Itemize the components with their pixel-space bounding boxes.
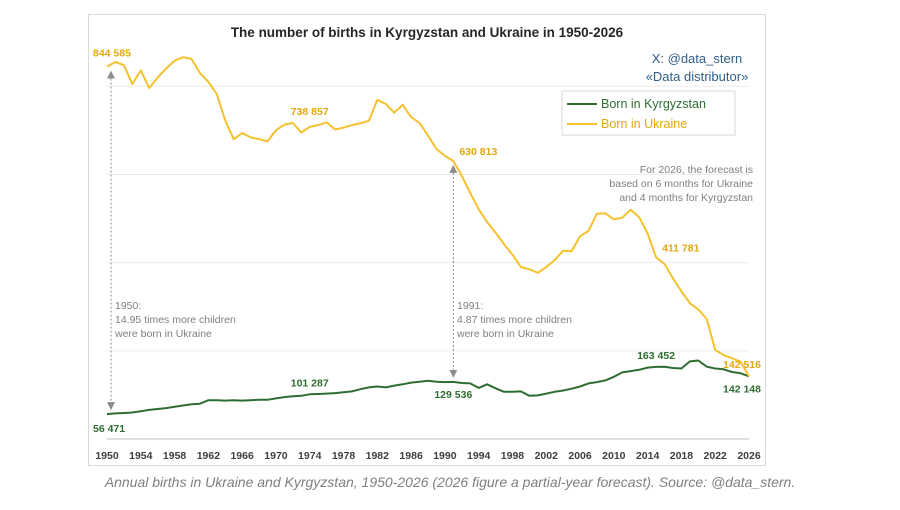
data-label-kyrgyzstan: 163 452: [637, 350, 675, 362]
x-tick-label: 1986: [399, 450, 423, 462]
data-label-kyrgyzstan: 56 471: [93, 423, 125, 435]
annotation-1991-line-2: 4.87 times more children: [457, 314, 572, 326]
chart-title: The number of births in Kyrgyzstan and U…: [231, 25, 624, 40]
x-tick-label: 2022: [704, 450, 728, 462]
x-tick-label: 2026: [737, 450, 761, 462]
x-tick-label: 2002: [535, 450, 559, 462]
x-tick-label: 1982: [366, 450, 390, 462]
data-label-ukraine: 142 516: [723, 359, 761, 371]
legend-label-ukraine: Born in Ukraine: [601, 117, 687, 131]
annotation-1950: 1950: 14.95 times more children were bor…: [114, 300, 236, 340]
x-tick-label: 2006: [568, 450, 592, 462]
data-label-kyrgyzstan: 129 536: [434, 389, 472, 401]
data-label-ukraine: 844 585: [93, 48, 131, 60]
x-tick-label: 1950: [95, 450, 119, 462]
annotation-1950-line-1: 1950:: [115, 300, 141, 312]
series-lines: [106, 56, 750, 416]
x-tick-label: 1994: [467, 450, 491, 462]
x-tick-label: 2010: [602, 450, 626, 462]
data-label-kyrgyzstan: 142 148: [723, 383, 761, 395]
x-tick-label: 1978: [332, 450, 356, 462]
x-tick-label: 1954: [129, 450, 153, 462]
x-tick-label: 1974: [298, 450, 322, 462]
series-line-ukraine: [106, 56, 750, 377]
chart-svg: 844 585 738 857 630 813 411 781 142 516 56 47…: [93, 25, 761, 462]
x-tick-label: 1970: [264, 450, 288, 462]
x-tick-label: 1998: [501, 450, 525, 462]
forecast-note-line-3: and 4 months for Kyrgyzstan: [619, 192, 753, 204]
annotation-1991-line-3: were born in Ukraine: [456, 328, 554, 340]
data-label-ukraine: 411 781: [662, 242, 700, 254]
forecast-note: For 2026, the forecast is based on 6 mon…: [609, 164, 753, 204]
x-tick-label: 1958: [163, 450, 187, 462]
legend-label-kyrgyzstan: Born in Kyrgyzstan: [601, 97, 706, 111]
forecast-note-line-2: based on 6 months for Ukraine: [609, 178, 753, 190]
credit-handle: X: @data_stern: [652, 51, 743, 66]
x-tick-label: 2018: [670, 450, 694, 462]
legend: Born in Kyrgyzstan Born in Ukraine: [561, 90, 736, 136]
legend-box: [561, 90, 736, 136]
credit-subtitle: «Data distributor»: [646, 69, 749, 84]
annotation-1950-line-3: were born in Ukraine: [114, 328, 212, 340]
x-tick-label: 1962: [197, 450, 221, 462]
data-label-ukraine: 738 857: [291, 106, 329, 118]
annotation-1950-line-2: 14.95 times more children: [115, 314, 236, 326]
forecast-note-line-1: For 2026, the forecast is: [640, 164, 753, 176]
data-label-kyrgyzstan: 101 287: [291, 377, 329, 389]
x-tick-label: 1966: [230, 450, 254, 462]
series-line-kyrgyzstan: [106, 359, 750, 416]
data-labels: 844 585 738 857 630 813 411 781 142 516 56 47…: [93, 48, 761, 435]
data-label-ukraine: 630 813: [459, 146, 497, 158]
figure-caption: Annual births in Ukraine and Kyrgyzstan,…: [104, 474, 796, 490]
grid-lines: [107, 85, 749, 440]
annotation-arrows: [107, 70, 458, 411]
x-tick-label: 1990: [433, 450, 457, 462]
chart-frame: 844 585 738 857 630 813 411 781 142 516 56 47…: [88, 14, 766, 466]
x-tick-label: 2014: [636, 450, 660, 462]
annotation-1991: 1991: 4.87 times more children were born…: [456, 300, 572, 340]
x-axis-ticks: 1950 1954 1958 1962 1966 1970 1974 1978 1982 1986…: [95, 450, 761, 462]
annotation-1991-line-1: 1991:: [457, 300, 483, 312]
